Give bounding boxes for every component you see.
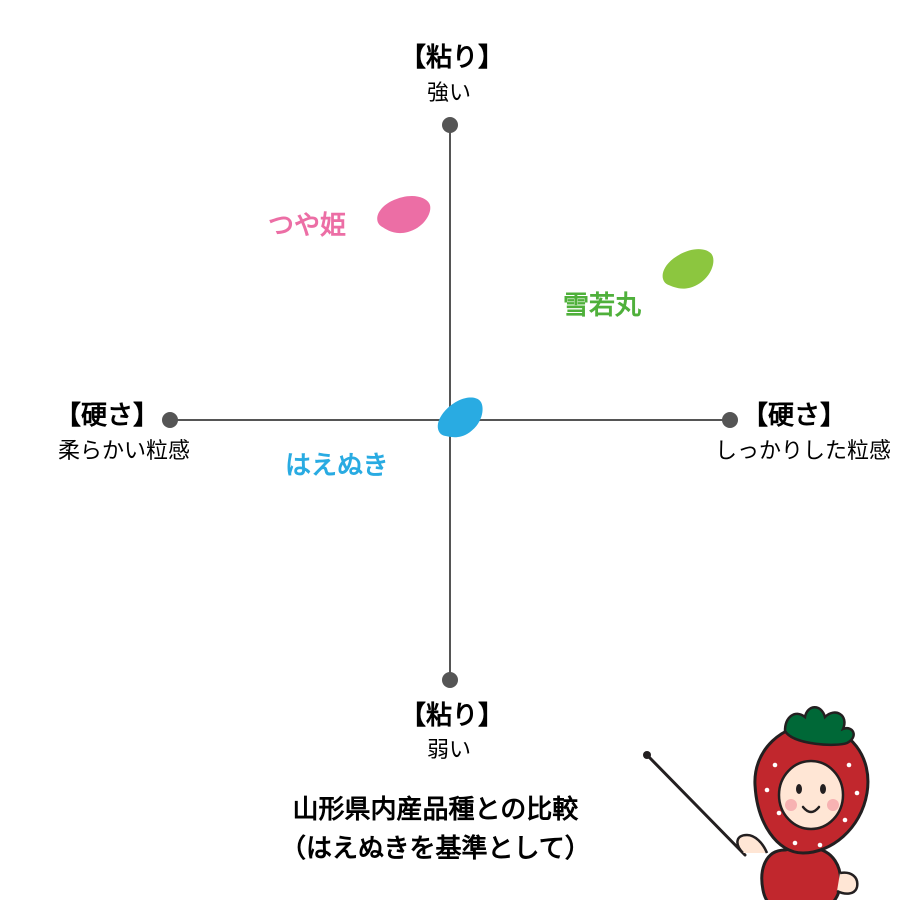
- mascot-leaf-icon: [785, 707, 854, 745]
- quadrant-chart: 【粘り】 強い 【粘り】 弱い 【硬さ】 柔らかい粒感 【硬さ】 しっかりした粒…: [0, 0, 900, 900]
- axis-dot-right: [722, 412, 738, 428]
- label-tsuyahime: つや姫: [268, 205, 346, 242]
- axis-dot-top: [442, 117, 458, 133]
- axis-top-title: 【粘り】: [400, 37, 504, 74]
- axis-bottom-sub: 弱い: [427, 732, 471, 764]
- mascot-face-icon: [779, 761, 843, 829]
- axis-bottom-title: 【粘り】: [400, 695, 504, 732]
- axis-right-title: 【硬さ】: [742, 395, 846, 432]
- label-yukiwakamaru: 雪若丸: [563, 285, 641, 322]
- caption-line-1: 山形県内産品種との比較: [292, 794, 578, 824]
- pointer-stick-icon: [647, 755, 745, 855]
- mascot-cheek-icon: [827, 799, 839, 811]
- mascot-arm-icon: [737, 835, 767, 853]
- mascot-arm2-icon: [837, 873, 857, 894]
- caption-line-2: （はえぬきを基準として）: [280, 833, 591, 863]
- mascot-eye-icon: [796, 784, 802, 794]
- axis-left-sub: 柔らかい粒感: [58, 433, 190, 465]
- mascot-cheek-icon: [785, 799, 797, 811]
- strawberry-mascot: [635, 695, 895, 900]
- axis-top-sub: 強い: [427, 75, 471, 107]
- chart-caption: 山形県内産品種との比較 （はえぬきを基準として）: [280, 790, 591, 868]
- marker-tsuyahime: [365, 187, 438, 247]
- axis-dot-left: [162, 412, 178, 428]
- marker-yukiwakamaru: [648, 239, 725, 307]
- mascot-eye-icon: [820, 784, 826, 794]
- mascot-body-icon: [762, 848, 841, 900]
- axis-dot-bottom: [442, 672, 458, 688]
- axis-left-title: 【硬さ】: [55, 395, 159, 432]
- marker-haenuki: [423, 387, 497, 457]
- pointer-tip-icon: [643, 751, 651, 759]
- axis-right-sub: しっかりした粒感: [715, 433, 891, 465]
- label-haenuki: はえぬき: [285, 445, 388, 482]
